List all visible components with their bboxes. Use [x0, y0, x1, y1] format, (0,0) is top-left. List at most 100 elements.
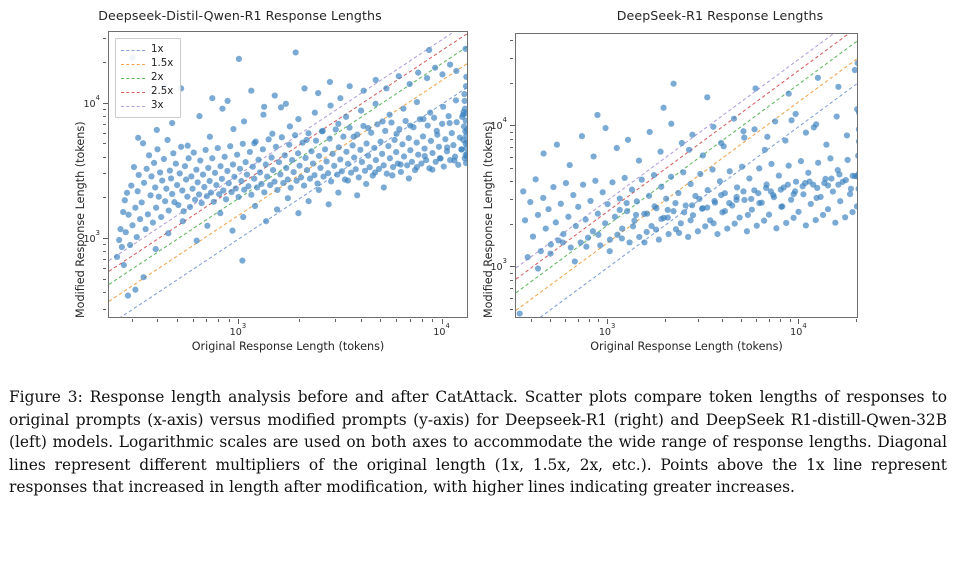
legend-label: 2.5x [151, 85, 174, 97]
reference-line-3x [516, 34, 834, 269]
reference-line-2.5x [516, 34, 850, 280]
x-tick [299, 319, 301, 323]
x-tick-label: 103 [598, 321, 616, 339]
legend-label: 1.5x [151, 57, 174, 69]
y-tick [510, 223, 514, 225]
x-tick [755, 319, 757, 323]
x-tick [409, 319, 411, 323]
plot-area-left: 1x 1.5x 2x 2.5x 3x [108, 31, 468, 318]
x-tick [607, 319, 609, 324]
plot-area-right [515, 33, 858, 318]
y-tick [103, 267, 107, 269]
y-tick [510, 40, 514, 42]
legend-item-2.5x: 2.5x [121, 85, 173, 99]
y-tick [510, 288, 514, 290]
x-tick [664, 319, 666, 323]
y-tick [510, 82, 514, 84]
legend-swatch-1.5x-icon [121, 63, 145, 65]
x-tick [360, 319, 362, 323]
y-tick-label: 104 [83, 93, 100, 110]
y-tick [103, 38, 107, 40]
y-tick [510, 181, 514, 183]
y-tick [103, 291, 107, 293]
legend-swatch-1x-icon [121, 49, 145, 51]
y-tick-label: 104 [490, 116, 507, 133]
y-tick [103, 62, 107, 64]
legend-item-2x: 2x [121, 71, 173, 85]
y-tick [510, 167, 514, 169]
x-tick [156, 319, 158, 323]
reference-line-3x [109, 32, 455, 262]
y-axis-label-left: Modified Response Length (tokens) [74, 121, 87, 318]
legend-label: 3x [151, 99, 164, 111]
x-tick [441, 319, 443, 324]
x-tick [432, 319, 434, 323]
y-tick [103, 173, 107, 175]
legend-label: 1x [151, 43, 164, 55]
y-tick [510, 199, 514, 200]
x-tick [131, 319, 133, 323]
y-tick-label: 103 [83, 228, 100, 245]
y-tick [510, 147, 514, 148]
y-tick [510, 156, 514, 158]
y-tick [510, 57, 514, 59]
chart-panel-right: DeepSeek-R1 Response Lengths Original Re… [480, 0, 960, 380]
x-tick [335, 319, 336, 323]
y-tick [103, 156, 107, 158]
chart-title-right: DeepSeek-R1 Response Lengths [616, 8, 824, 23]
y-tick [103, 237, 108, 239]
y-axis-label-right: Modified Response Length (tokens) [482, 121, 495, 318]
x-tick [588, 319, 590, 323]
x-axis-label-left: Original Response Length (tokens) [191, 340, 385, 353]
x-tick [564, 319, 566, 323]
x-tick-label: 104 [433, 321, 450, 339]
x-tick [531, 319, 532, 323]
legend-item-1x: 1x [121, 43, 173, 57]
legend-swatch-2x-icon [121, 77, 145, 79]
y-tick [510, 131, 514, 133]
legend-item-1.5x: 1.5x [121, 57, 173, 71]
y-tick [103, 102, 108, 104]
x-tick [798, 319, 800, 324]
x-tick [396, 319, 398, 323]
x-tick [789, 319, 791, 323]
y-tick [510, 308, 514, 310]
y-tick [103, 109, 107, 110]
legend-label: 2x [151, 71, 164, 83]
y-tick [510, 125, 515, 127]
y-tick [510, 280, 514, 281]
y-tick [510, 272, 514, 274]
x-tick [577, 319, 579, 323]
x-tick [380, 319, 382, 323]
scatter-canvas-right [516, 34, 857, 317]
y-tick [103, 258, 107, 260]
x-tick [768, 319, 770, 323]
x-tick-label: 104 [790, 321, 807, 339]
x-axis-label-right: Original Response Length (tokens) [590, 340, 783, 353]
x-tick [698, 319, 700, 323]
figure-3: Deepseek-Distil-Qwen-R1 Response Lengths… [0, 0, 960, 380]
chart-panel-left: Deepseek-Distil-Qwen-R1 Response Lengths… [0, 0, 480, 380]
x-tick [237, 319, 239, 324]
y-tick [103, 143, 107, 145]
reference-line-1x [539, 83, 857, 317]
y-tick-label: 103 [490, 257, 507, 274]
x-tick [218, 319, 220, 323]
x-tick [598, 319, 600, 323]
x-tick [206, 319, 208, 323]
x-tick [421, 319, 423, 323]
legend-swatch-2.5x-icon [121, 91, 145, 93]
y-tick [510, 138, 514, 140]
y-tick [510, 297, 514, 299]
y-tick [103, 244, 107, 245]
legend-swatch-3x-icon [121, 105, 145, 107]
chart-legend: 1x 1.5x 2x 2.5x 3x [115, 38, 182, 118]
y-tick [103, 197, 107, 199]
x-tick [722, 319, 724, 323]
y-tick [103, 278, 107, 280]
figure-caption: Figure 3: Response length analysis befor… [9, 388, 947, 497]
y-tick [103, 308, 107, 310]
x-tick [228, 319, 230, 323]
y-tick [103, 250, 107, 252]
scatter-points [516, 60, 857, 317]
